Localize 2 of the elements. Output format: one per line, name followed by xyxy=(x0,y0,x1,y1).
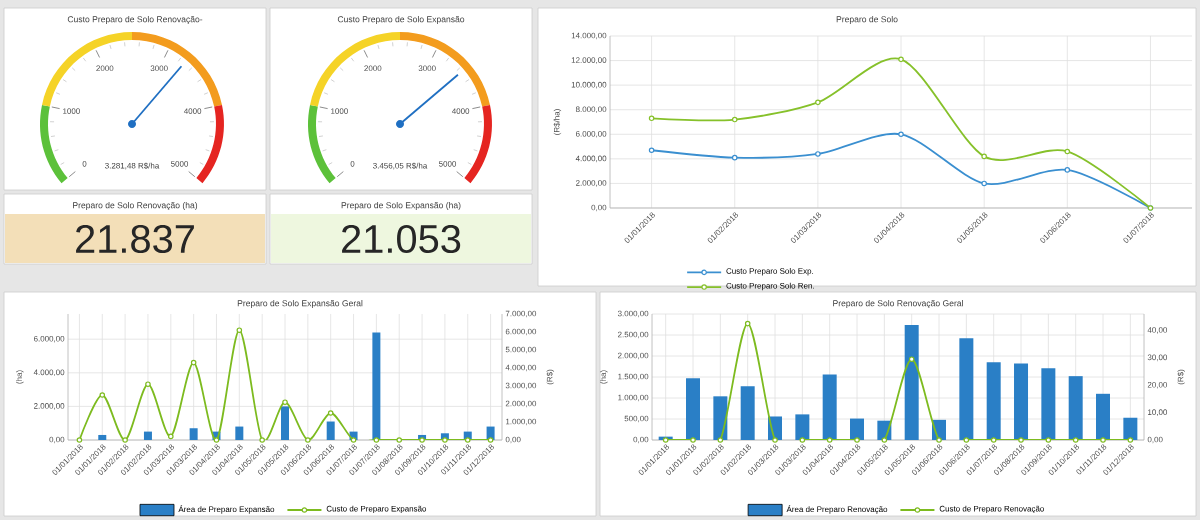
text: 21.837 xyxy=(76,224,194,254)
text: 21.053 xyxy=(342,224,461,254)
